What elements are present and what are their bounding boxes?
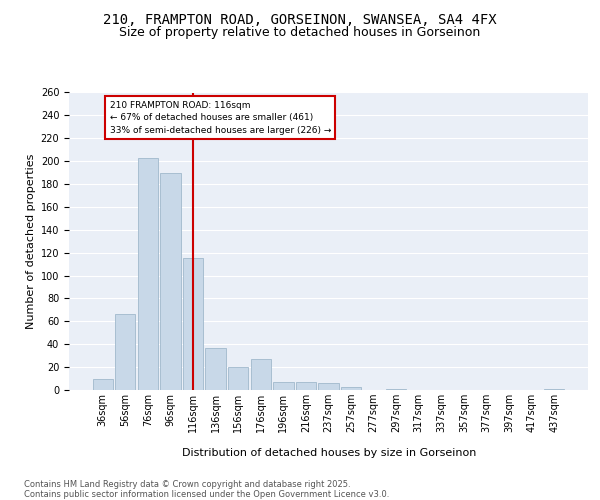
Text: Contains HM Land Registry data © Crown copyright and database right 2025.
Contai: Contains HM Land Registry data © Crown c…: [24, 480, 389, 499]
Text: Size of property relative to detached houses in Gorseinon: Size of property relative to detached ho…: [119, 26, 481, 39]
Text: 210, FRAMPTON ROAD, GORSEINON, SWANSEA, SA4 4FX: 210, FRAMPTON ROAD, GORSEINON, SWANSEA, …: [103, 12, 497, 26]
Text: Distribution of detached houses by size in Gorseinon: Distribution of detached houses by size …: [182, 448, 476, 458]
Bar: [251, 359, 271, 390]
Bar: [544, 389, 565, 390]
Bar: [115, 314, 136, 390]
Bar: [273, 382, 293, 390]
Text: 210 FRAMPTON ROAD: 116sqm
← 67% of detached houses are smaller (461)
33% of semi: 210 FRAMPTON ROAD: 116sqm ← 67% of detac…: [110, 100, 331, 134]
Bar: [386, 389, 406, 390]
Bar: [160, 172, 181, 390]
Bar: [341, 386, 361, 390]
Bar: [138, 158, 158, 390]
Y-axis label: Number of detached properties: Number of detached properties: [26, 154, 37, 329]
Bar: [92, 378, 113, 390]
Bar: [296, 382, 316, 390]
Bar: [319, 383, 338, 390]
Bar: [183, 258, 203, 390]
Bar: [228, 367, 248, 390]
Bar: [205, 348, 226, 390]
